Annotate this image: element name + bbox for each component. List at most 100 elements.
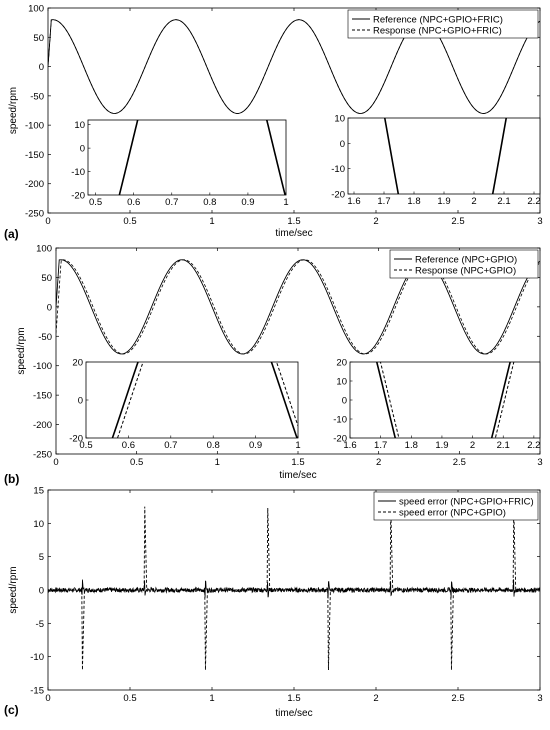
inset-x-tick-label: 1.6 xyxy=(343,440,356,451)
x-axis-label: time/sec xyxy=(275,228,312,239)
inset-x-tick-label: 0.8 xyxy=(203,197,216,208)
x-tick-label: 0.5 xyxy=(123,693,136,704)
y-tick-label: -250 xyxy=(33,450,52,461)
inset-y-tick-label: -20 xyxy=(333,434,347,445)
y-axis-label: speed/rpm xyxy=(16,327,27,374)
inset-x-tick-label: 0.8 xyxy=(207,440,220,451)
x-tick-label: 3 xyxy=(537,216,542,227)
y-tick-label: 50 xyxy=(41,273,52,284)
inset-reference-line xyxy=(111,362,298,438)
x-tick-label: 0 xyxy=(45,693,50,704)
legend-box xyxy=(347,9,539,39)
inset-x-tick-label: 2.2 xyxy=(527,440,540,451)
x-tick-label: 0 xyxy=(45,216,50,227)
inset-x-tick-label: 0.9 xyxy=(241,197,254,208)
y-tick-label: -50 xyxy=(30,91,44,102)
x-tick-label: 2.5 xyxy=(451,216,464,227)
inset-frame xyxy=(85,361,299,439)
x-tick-label: 2.5 xyxy=(451,693,464,704)
x-tick-label: 2 xyxy=(373,216,378,227)
y-tick-label: -100 xyxy=(33,361,52,372)
x-tick-label: 1 xyxy=(209,216,214,227)
inset-axes-1: 0.5 0.6 0.7 0.8 0.9 1 -20 0 20 xyxy=(69,358,300,452)
y-tick-label: 50 xyxy=(33,33,44,44)
x-tick-label: 2 xyxy=(376,457,381,468)
inset-x-tick-label: 1 xyxy=(283,197,288,208)
inset-x-tick-label: 0.6 xyxy=(122,440,135,451)
y-tick-label: 0 xyxy=(39,586,44,597)
chart-panel-b: 0 0.5 1 1.5 2 2.5 3-250-200-150-100-50050100ti… xyxy=(4,244,543,487)
y-tick-label: -100 xyxy=(25,121,44,132)
plot-area xyxy=(48,506,540,671)
y-tick-label: -200 xyxy=(33,420,52,431)
inset-axes-2: 1.6 1.7 1.8 1.9 2 2.1 2.2 -20 -10 0 10 xyxy=(331,114,541,208)
inset-x-tick-label: 2 xyxy=(471,196,476,207)
inset-frame xyxy=(347,117,541,195)
x-tick-label: 3 xyxy=(537,457,542,468)
chart-panel-c: 0 0.5 1 1.5 2 2.5 3 -15 -10 -5 0 5 10 15 time/sec speed… xyxy=(4,486,543,720)
inset-plot-area xyxy=(118,120,286,195)
inset-x-tick-label: 1.9 xyxy=(435,440,448,451)
inset-x-tick-label: 1.8 xyxy=(405,440,418,451)
inset-plot-area xyxy=(111,362,298,438)
y-tick-label: -50 xyxy=(38,332,52,343)
inset-frame xyxy=(349,361,541,439)
x-tick-label: 1.5 xyxy=(287,216,300,227)
inset-x-tick-label: 0.7 xyxy=(164,440,177,451)
inset-reference-line xyxy=(375,362,511,438)
inset-y-tick-label: -10 xyxy=(331,164,345,175)
inset-y-tick-label: 10 xyxy=(74,120,85,131)
y-axis-label: speed/rpm xyxy=(8,87,19,134)
y-tick-label: -150 xyxy=(25,150,44,161)
legend: speed error (NPC+GPIO+FRIC)speed error (… xyxy=(373,491,539,521)
y-axis-label: speed/rpm xyxy=(8,566,19,613)
inset-y-tick-label: 0 xyxy=(78,396,83,407)
inset-x-tick-label: 1.6 xyxy=(347,196,360,207)
chart-panel-a: 0 0.5 1 1.5 2 2.5 3 -250 -200 -150 -100 -50 0 50 100 ti… xyxy=(4,4,543,242)
y-tick-label: -10 xyxy=(30,652,44,663)
y-tick-label: -5 xyxy=(36,619,44,630)
y-tick-label: 0 xyxy=(39,62,44,73)
inset-y-tick-label: -20 xyxy=(71,191,85,202)
x-tick-label: 0.5 xyxy=(123,216,136,227)
inset-response-line xyxy=(379,362,515,438)
inset-plot-area xyxy=(375,362,515,438)
plot-area xyxy=(48,19,540,114)
inset-x-tick-label: 0.6 xyxy=(127,197,140,208)
inset-x-tick-label: 2 xyxy=(470,440,475,451)
inset-y-tick-label: 10 xyxy=(336,377,347,388)
inset-x-tick-label: 1.8 xyxy=(407,196,420,207)
legend-entry: Reference (NPC+GPIO+FRIC) xyxy=(373,14,503,25)
legend-entry: Response (NPC+GPIO) xyxy=(415,265,516,276)
series-line-error-fric xyxy=(48,579,540,599)
x-axis-label: time/sec xyxy=(279,470,316,481)
x-tick-label: 2.5 xyxy=(453,457,466,468)
legend-box xyxy=(389,249,539,279)
legend-entry: Response (NPC+GPIO+FRIC) xyxy=(373,25,502,36)
inset-x-tick-label: 1 xyxy=(295,440,300,451)
legend-entry: speed error (NPC+GPIO+FRIC) xyxy=(399,496,534,507)
inset-x-tick-label: 0.9 xyxy=(249,440,262,451)
y-tick-label: 15 xyxy=(33,486,44,497)
inset-y-tick-label: 0 xyxy=(342,396,347,407)
inset-x-tick-label: 2.1 xyxy=(497,196,510,207)
panel-label: (a) xyxy=(4,227,19,241)
inset-y-tick-label: 10 xyxy=(334,114,345,125)
x-tick-label: 0 xyxy=(53,457,58,468)
x-tick-label: 1.5 xyxy=(291,457,304,468)
y-tick-label: 100 xyxy=(36,244,52,255)
y-tick-label: -150 xyxy=(33,391,52,402)
plot-area xyxy=(56,259,540,355)
y-tick-label: -200 xyxy=(25,179,44,190)
y-tick-label: 100 xyxy=(28,4,44,15)
inset-response-line xyxy=(118,120,286,195)
y-tick-label: -250 xyxy=(25,209,44,220)
x-tick-label: 1.5 xyxy=(287,693,300,704)
legend: Reference (NPC+GPIO)Response (NPC+GPIO) xyxy=(389,249,539,279)
inset-axes-2: 1.6 1.7 1.8 1.9 2 2.1 2.2 -20 -10 0 10 20 xyxy=(333,358,541,452)
x-axis-label: time/sec xyxy=(275,708,312,719)
inset-y-tick-label: 20 xyxy=(72,358,83,369)
legend-box xyxy=(373,491,539,521)
series-line-response xyxy=(56,259,540,355)
inset-x-tick-label: 1.7 xyxy=(377,196,390,207)
